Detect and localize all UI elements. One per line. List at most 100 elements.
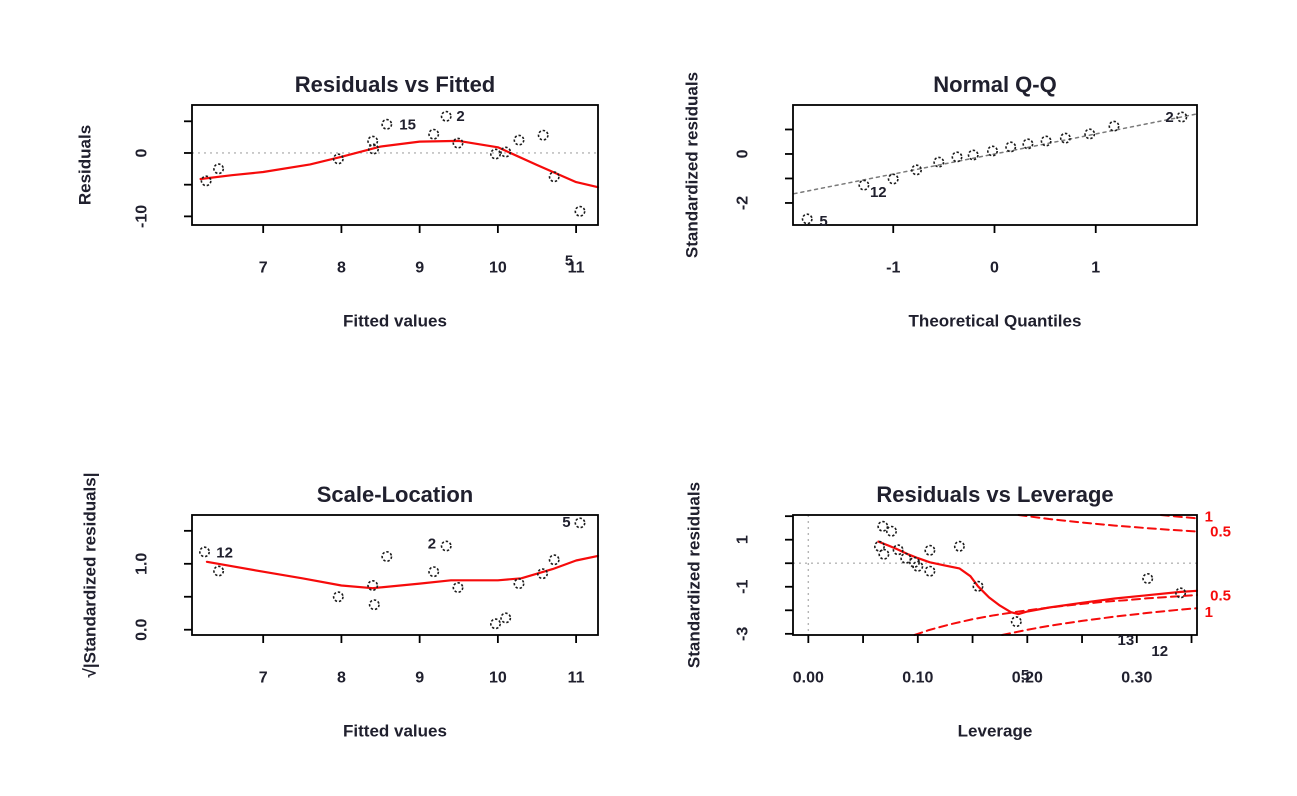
qq-line <box>793 113 1197 195</box>
point-label: 2 <box>1165 109 1173 126</box>
panel-title: Residuals vs Leverage <box>876 482 1113 507</box>
data-point <box>1040 135 1052 147</box>
point-label: 0.5 <box>1210 524 1231 541</box>
y-tick-label: 0 <box>134 148 151 157</box>
x-tick-label: 0 <box>990 260 999 277</box>
y-axis-label: Residuals <box>76 125 95 205</box>
y-tick-label: 0.0 <box>134 619 151 641</box>
data-point <box>368 599 380 611</box>
data-point <box>381 550 393 562</box>
x-tick-label: 0.30 <box>1121 670 1152 687</box>
data-point <box>951 151 963 163</box>
x-tick-label: 0.00 <box>793 670 824 687</box>
data-point <box>801 213 813 225</box>
data-point <box>367 143 379 155</box>
point-label: 5 <box>819 213 827 230</box>
y-tick-label: 1.0 <box>134 553 151 575</box>
x-tick-label: 10 <box>489 260 507 277</box>
data-point <box>574 517 586 529</box>
x-tick-label: 11 <box>568 260 585 277</box>
point-label: 1 <box>1205 508 1213 525</box>
data-point <box>1176 111 1188 123</box>
panel-title: Residuals vs Fitted <box>295 72 496 97</box>
panel-scale-location: 7 8 9 10 11 1.0 0.0 12 2 5 Scale-Location Fitted va… <box>81 473 600 741</box>
data-point <box>885 525 897 537</box>
data-point <box>200 175 212 187</box>
x-tick-label: 1 <box>1091 260 1100 277</box>
x-tick-label: -1 <box>886 260 900 277</box>
data-point <box>428 566 440 578</box>
data-point <box>367 135 379 147</box>
data-point <box>428 128 440 140</box>
point-label: 12 <box>216 545 233 562</box>
data-point <box>986 145 998 157</box>
point-label: 2 <box>456 108 464 125</box>
data-point <box>536 568 548 580</box>
cooks-distance-1-lower <box>1001 607 1198 636</box>
panel-normal-qq: -1 0 1 0 -2 5 12 2 Normal Q-Q Theoretical Quantil… <box>683 72 1198 331</box>
data-point <box>500 146 512 158</box>
y-axis-label: Standardized residuals <box>685 482 704 668</box>
plot-box <box>792 514 1198 636</box>
data-point <box>440 540 452 552</box>
data-point <box>452 137 464 149</box>
point-label: 13 <box>1117 632 1134 649</box>
loess-smooth <box>877 540 1199 616</box>
data-point <box>910 164 922 176</box>
loess-smooth <box>205 554 600 590</box>
data-point <box>1108 120 1120 132</box>
data-point <box>213 163 225 175</box>
loess-smooth <box>199 139 600 189</box>
data-point <box>489 618 501 630</box>
panel-residuals-vs-leverage: 0.00 0.10 0.20 0.301-1-35131210.50.51Residu… <box>685 482 1231 741</box>
data-point <box>440 110 452 122</box>
data-point <box>574 205 586 217</box>
data-point <box>900 552 912 564</box>
cooks-distance-0.5-upper <box>1017 514 1198 533</box>
point-label: 0.5 <box>1210 588 1231 605</box>
data-point <box>1142 572 1154 584</box>
data-point <box>887 173 899 185</box>
y-tick-label: -10 <box>134 205 151 228</box>
y-tick-label: 1 <box>735 535 752 544</box>
data-point <box>933 156 945 168</box>
x-tick-label: 7 <box>259 670 268 687</box>
data-point <box>1005 141 1017 153</box>
data-point <box>489 148 501 160</box>
x-tick-label: 0.20 <box>1012 670 1043 687</box>
data-point <box>367 579 379 591</box>
data-point <box>332 591 344 603</box>
cooks-distance-0.5-lower <box>913 594 1198 636</box>
panel-residuals-vs-fitted: 7 8 9 10 11 0 -10 15 2 5 Residuals vs Fitted Fitted… <box>76 72 600 331</box>
point-label: 15 <box>399 116 416 133</box>
plot-box <box>191 104 599 226</box>
data-point <box>1084 128 1096 140</box>
data-point <box>548 171 560 183</box>
x-tick-label: 0.10 <box>902 670 933 687</box>
plot-box <box>191 514 599 636</box>
data-point <box>500 612 512 624</box>
panel-title: Normal Q-Q <box>933 72 1056 97</box>
data-point <box>548 554 560 566</box>
x-axis-label: Fitted values <box>343 312 447 331</box>
y-tick-label: -3 <box>735 627 752 641</box>
point-label: 1 <box>1205 604 1213 621</box>
x-tick-label: 8 <box>337 670 346 687</box>
x-axis-label: Fitted values <box>343 722 447 741</box>
point-label: 5 <box>1021 667 1029 684</box>
data-point <box>199 546 211 558</box>
data-point <box>513 134 525 146</box>
data-point <box>972 580 984 592</box>
data-point <box>513 578 525 590</box>
data-point <box>1010 616 1022 628</box>
x-tick-label: 7 <box>259 260 268 277</box>
data-point <box>213 565 225 577</box>
data-point <box>912 560 924 572</box>
data-point <box>877 520 889 532</box>
data-point <box>1022 138 1034 150</box>
panel-title: Scale-Location <box>317 482 473 507</box>
point-label: 12 <box>870 184 887 201</box>
x-tick-label: 9 <box>415 670 424 687</box>
